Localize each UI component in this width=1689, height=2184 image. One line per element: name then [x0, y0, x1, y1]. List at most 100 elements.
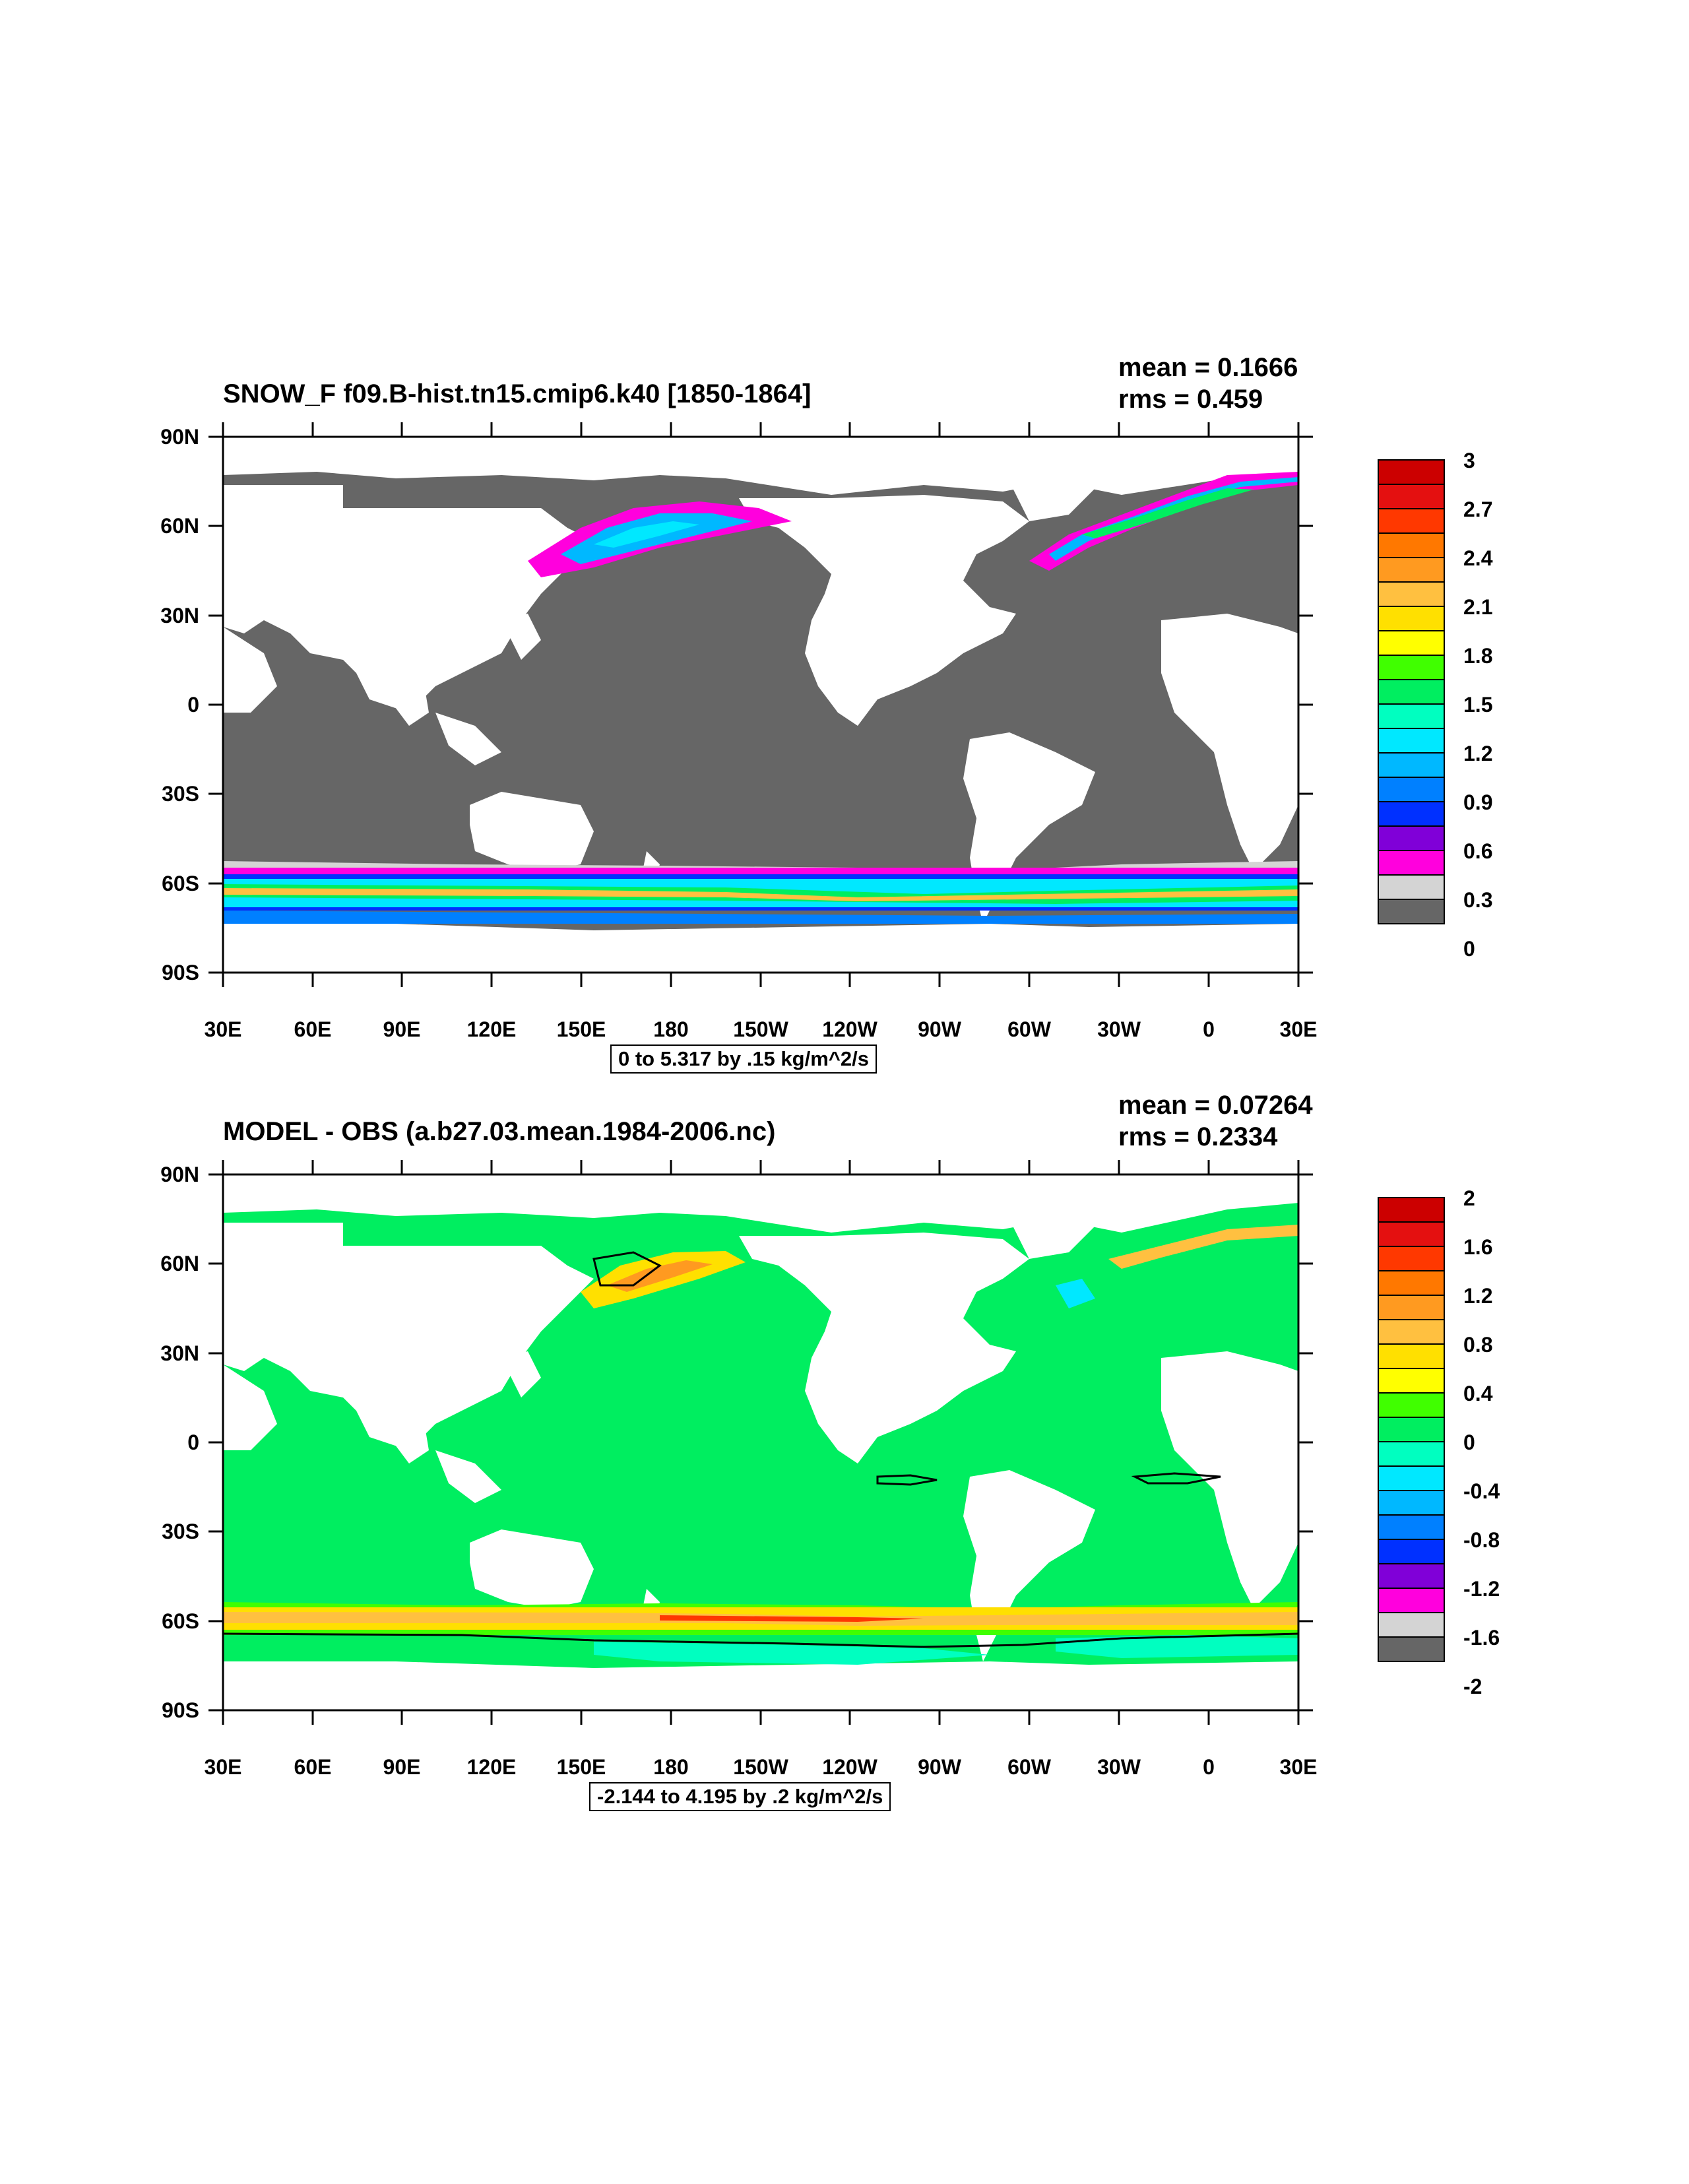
colorbar-label: 2.1	[1463, 595, 1493, 619]
colorbar-swatch	[1379, 1638, 1444, 1661]
colorbar-swatch	[1379, 461, 1444, 485]
plot-title: SNOW_F f09.B-hist.tn15.cmip6.k40 [1850-1…	[223, 379, 812, 408]
x-tick-label: 30E	[1279, 1755, 1318, 1779]
x-tick-label: 90W	[918, 1017, 961, 1041]
land-australia	[470, 1529, 594, 1609]
x-tick-label: 30E	[204, 1017, 242, 1041]
x-tick-label: 180	[653, 1755, 689, 1779]
colorbar-label: 0.8	[1463, 1333, 1493, 1357]
colorbar-label: 1.5	[1463, 693, 1493, 717]
panel-model-minus-obs: MODEL - OBS (a.b27.03.mean.1984-2006.nc)…	[0, 1087, 1689, 1840]
x-tick-label: 0	[1203, 1017, 1215, 1041]
sh-negative-patch	[594, 1642, 990, 1665]
y-tick-label: 30N	[160, 604, 199, 627]
land-east-africa	[223, 627, 277, 713]
colorbar-swatch	[1379, 876, 1444, 900]
colorbar-swatch	[1379, 1247, 1444, 1271]
colorbar-swatch	[1379, 631, 1444, 656]
colorbar-swatch	[1379, 1223, 1444, 1247]
land-north-america	[739, 1233, 1029, 1463]
colorbar-swatch	[1379, 754, 1444, 778]
colorbar-label: 2.4	[1463, 546, 1493, 570]
rms-value: rms = 0.459	[1118, 385, 1263, 414]
colorbar-swatch	[1379, 778, 1444, 802]
y-tick-label: 90N	[160, 1163, 199, 1186]
y-tick-label: 60S	[162, 1609, 199, 1633]
colorbar-swatch	[1379, 827, 1444, 851]
land-eurasia	[223, 508, 594, 713]
colorbar	[1378, 1197, 1445, 1662]
y-ticks	[208, 1173, 1313, 1712]
x-ticks	[222, 1160, 1300, 1725]
x-ticks	[222, 422, 1300, 987]
colorbar-swatch	[1379, 583, 1444, 607]
land-greenland	[1009, 478, 1095, 521]
colorbar-label: 0	[1463, 1430, 1475, 1454]
colorbar-label: 0.3	[1463, 888, 1493, 912]
y-tick-label: 60N	[160, 1252, 199, 1275]
colorbar-swatch	[1379, 1564, 1444, 1589]
x-tick-label: 120E	[466, 1755, 517, 1779]
y-tick-label: 60N	[160, 514, 199, 538]
x-tick-label: 60W	[1007, 1017, 1051, 1041]
land-se-asia	[435, 713, 501, 765]
colorbar-swatch	[1379, 1418, 1444, 1442]
land-eurasia	[223, 1246, 594, 1450]
x-tick-label: 150E	[556, 1755, 606, 1779]
land-antarctica	[223, 1661, 1298, 1710]
map-field	[223, 1174, 1298, 1710]
colorbar-swatch	[1379, 534, 1444, 558]
colorbar-swatch	[1379, 485, 1444, 509]
colorbar-swatch	[1379, 1345, 1444, 1369]
colorbar-label: -1.2	[1463, 1577, 1500, 1601]
x-tick-label: 60W	[1007, 1755, 1051, 1779]
colorbar-swatch	[1379, 1589, 1444, 1613]
colorbar-swatch	[1379, 680, 1444, 705]
x-tick-label: 150W	[733, 1755, 788, 1779]
colorbar-swatch	[1379, 509, 1444, 534]
x-tick-label: 180	[653, 1017, 689, 1041]
land-antarctica	[223, 924, 1298, 973]
colorbar-swatch	[1379, 1369, 1444, 1394]
arctic-land	[223, 1174, 1298, 1233]
colorbar-swatch	[1379, 729, 1444, 754]
arctic-land	[223, 437, 1298, 495]
land-australia	[470, 792, 594, 871]
colorbar-label: 1.8	[1463, 644, 1493, 668]
mean-value: mean = 0.07264	[1118, 1091, 1313, 1120]
map-plot	[208, 422, 1313, 987]
x-tick-label: 30W	[1097, 1017, 1141, 1041]
y-tick-label: 90N	[160, 425, 199, 449]
colorbar-swatch	[1379, 1394, 1444, 1418]
land-africa	[1161, 1351, 1298, 1609]
land-east-africa	[223, 1365, 277, 1450]
colorbar-label: 2.7	[1463, 498, 1493, 521]
range-info-box: 0 to 5.317 by .15 kg/m^2/s	[610, 1044, 877, 1074]
colorbar-swatch	[1379, 1540, 1444, 1564]
y-tick-label: 0	[187, 1430, 199, 1454]
map-field	[223, 437, 1298, 973]
land-greenland	[1009, 1216, 1095, 1259]
colorbar-label: 0	[1463, 937, 1475, 961]
y-tick-label: 90S	[162, 961, 199, 984]
colorbar-label: -0.8	[1463, 1528, 1500, 1552]
x-tick-label: 30W	[1097, 1755, 1141, 1779]
colorbar-swatch	[1379, 1271, 1444, 1296]
colorbar-swatch	[1379, 1198, 1444, 1223]
land-india	[389, 1397, 429, 1463]
sh-negative-patch-2	[1056, 1635, 1298, 1658]
x-tick-label: 90E	[383, 1755, 421, 1779]
colorbar-label: -0.4	[1463, 1479, 1500, 1503]
x-tick-label: 90E	[383, 1017, 421, 1041]
y-tick-label: 60S	[162, 872, 199, 895]
x-tick-label: 30E	[204, 1755, 242, 1779]
band-sh-core	[223, 888, 1298, 901]
land-north-america	[739, 495, 1029, 726]
y-tick-label: 30N	[160, 1341, 199, 1365]
colorbar-label: -1.6	[1463, 1626, 1500, 1650]
x-tick-label: 90W	[918, 1755, 961, 1779]
x-tick-label: 30E	[1279, 1017, 1318, 1041]
band-sh-red	[660, 1615, 924, 1622]
band-sh-edge	[223, 911, 1298, 924]
colorbar-swatch	[1379, 851, 1444, 876]
